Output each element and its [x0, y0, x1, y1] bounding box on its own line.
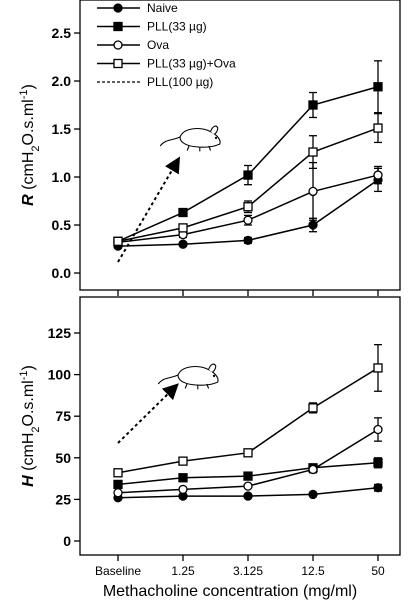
y-axis-label-part: 2	[30, 426, 42, 432]
y-axis-label-part: -1	[18, 370, 30, 380]
y-axis-label-part: )	[20, 84, 37, 89]
legend-label: PLL(100 µg)	[147, 75, 213, 89]
x-tick-label: 3.125	[233, 564, 263, 578]
point	[308, 100, 318, 110]
point	[243, 448, 253, 458]
y-axis-label-part: 2	[30, 145, 42, 151]
point	[308, 147, 318, 157]
point	[373, 424, 383, 435]
y-tick-label: 1.5	[52, 121, 72, 137]
y-axis-label-part: -1	[18, 89, 30, 99]
point	[373, 363, 383, 373]
annotation-top	[117, 125, 221, 263]
legend-label: Ova	[147, 38, 169, 52]
y-tick-label: 50	[55, 450, 71, 466]
y-tick-label: 2.5	[52, 25, 72, 41]
y-axis-label-part: R	[20, 194, 37, 206]
point	[373, 170, 383, 180]
y-tick-label: 0	[63, 533, 71, 549]
y-tick-label: 25	[55, 491, 71, 507]
point	[373, 123, 383, 133]
point	[373, 458, 383, 468]
y-tick-label: 0.5	[52, 217, 72, 233]
y-axis-label-part: (cmH	[20, 433, 37, 476]
point	[113, 236, 123, 246]
point	[178, 239, 188, 249]
point	[178, 207, 188, 218]
x-tick-label: 12.5	[301, 564, 325, 578]
y-tick-label: 1.0	[52, 169, 72, 185]
point	[373, 483, 383, 493]
y-tick-label: 75	[55, 408, 71, 424]
annotation-bottom	[117, 363, 219, 444]
point	[243, 235, 253, 246]
point	[308, 220, 318, 230]
point	[308, 403, 318, 413]
point	[113, 58, 123, 69]
plot-frame	[79, 0, 401, 291]
point	[243, 170, 253, 180]
y-tick-label: 125	[48, 325, 72, 341]
y-axis-label-part: O.s.ml	[20, 380, 37, 426]
y-axis-label-part: O.s.ml	[20, 99, 37, 145]
point	[308, 464, 318, 475]
point	[178, 223, 188, 233]
point	[178, 484, 188, 495]
point	[308, 186, 318, 197]
point	[113, 468, 123, 478]
point	[178, 473, 188, 483]
y-axis-label: H (cmH2O.s.ml-1)	[18, 365, 42, 487]
y-tick-label: 0.0	[52, 265, 72, 281]
point	[113, 479, 123, 490]
point	[243, 202, 253, 212]
point	[243, 491, 253, 501]
point	[178, 456, 188, 466]
y-tick-label: 2.0	[52, 73, 72, 89]
point	[113, 3, 123, 13]
y-axis-label-part: H	[20, 475, 37, 487]
x-tick-label: 50	[371, 564, 385, 578]
legend-label: PLL(33 µg)+Ova	[147, 57, 236, 71]
point	[373, 82, 383, 92]
x-tick-label: Baseline	[95, 564, 141, 578]
point	[243, 481, 253, 491]
point	[243, 471, 253, 481]
y-tick-label: 100	[48, 367, 72, 383]
x-tick-label: 1.25	[171, 564, 195, 578]
point	[113, 21, 123, 32]
y-axis-label-part: (cmH	[20, 152, 37, 195]
y-axis-label-part: )	[20, 365, 37, 370]
point	[113, 40, 123, 50]
legend-label: Naive	[147, 1, 178, 15]
point	[308, 489, 318, 500]
y-axis-label: R (cmH2O.s.ml-1)	[18, 84, 42, 206]
point	[113, 488, 123, 498]
plot-frame	[79, 296, 401, 556]
point	[243, 215, 253, 225]
legend-label: PLL(33 µg)	[147, 20, 207, 34]
x-axis-label: Methacholine concentration (mg/ml)	[103, 583, 357, 600]
